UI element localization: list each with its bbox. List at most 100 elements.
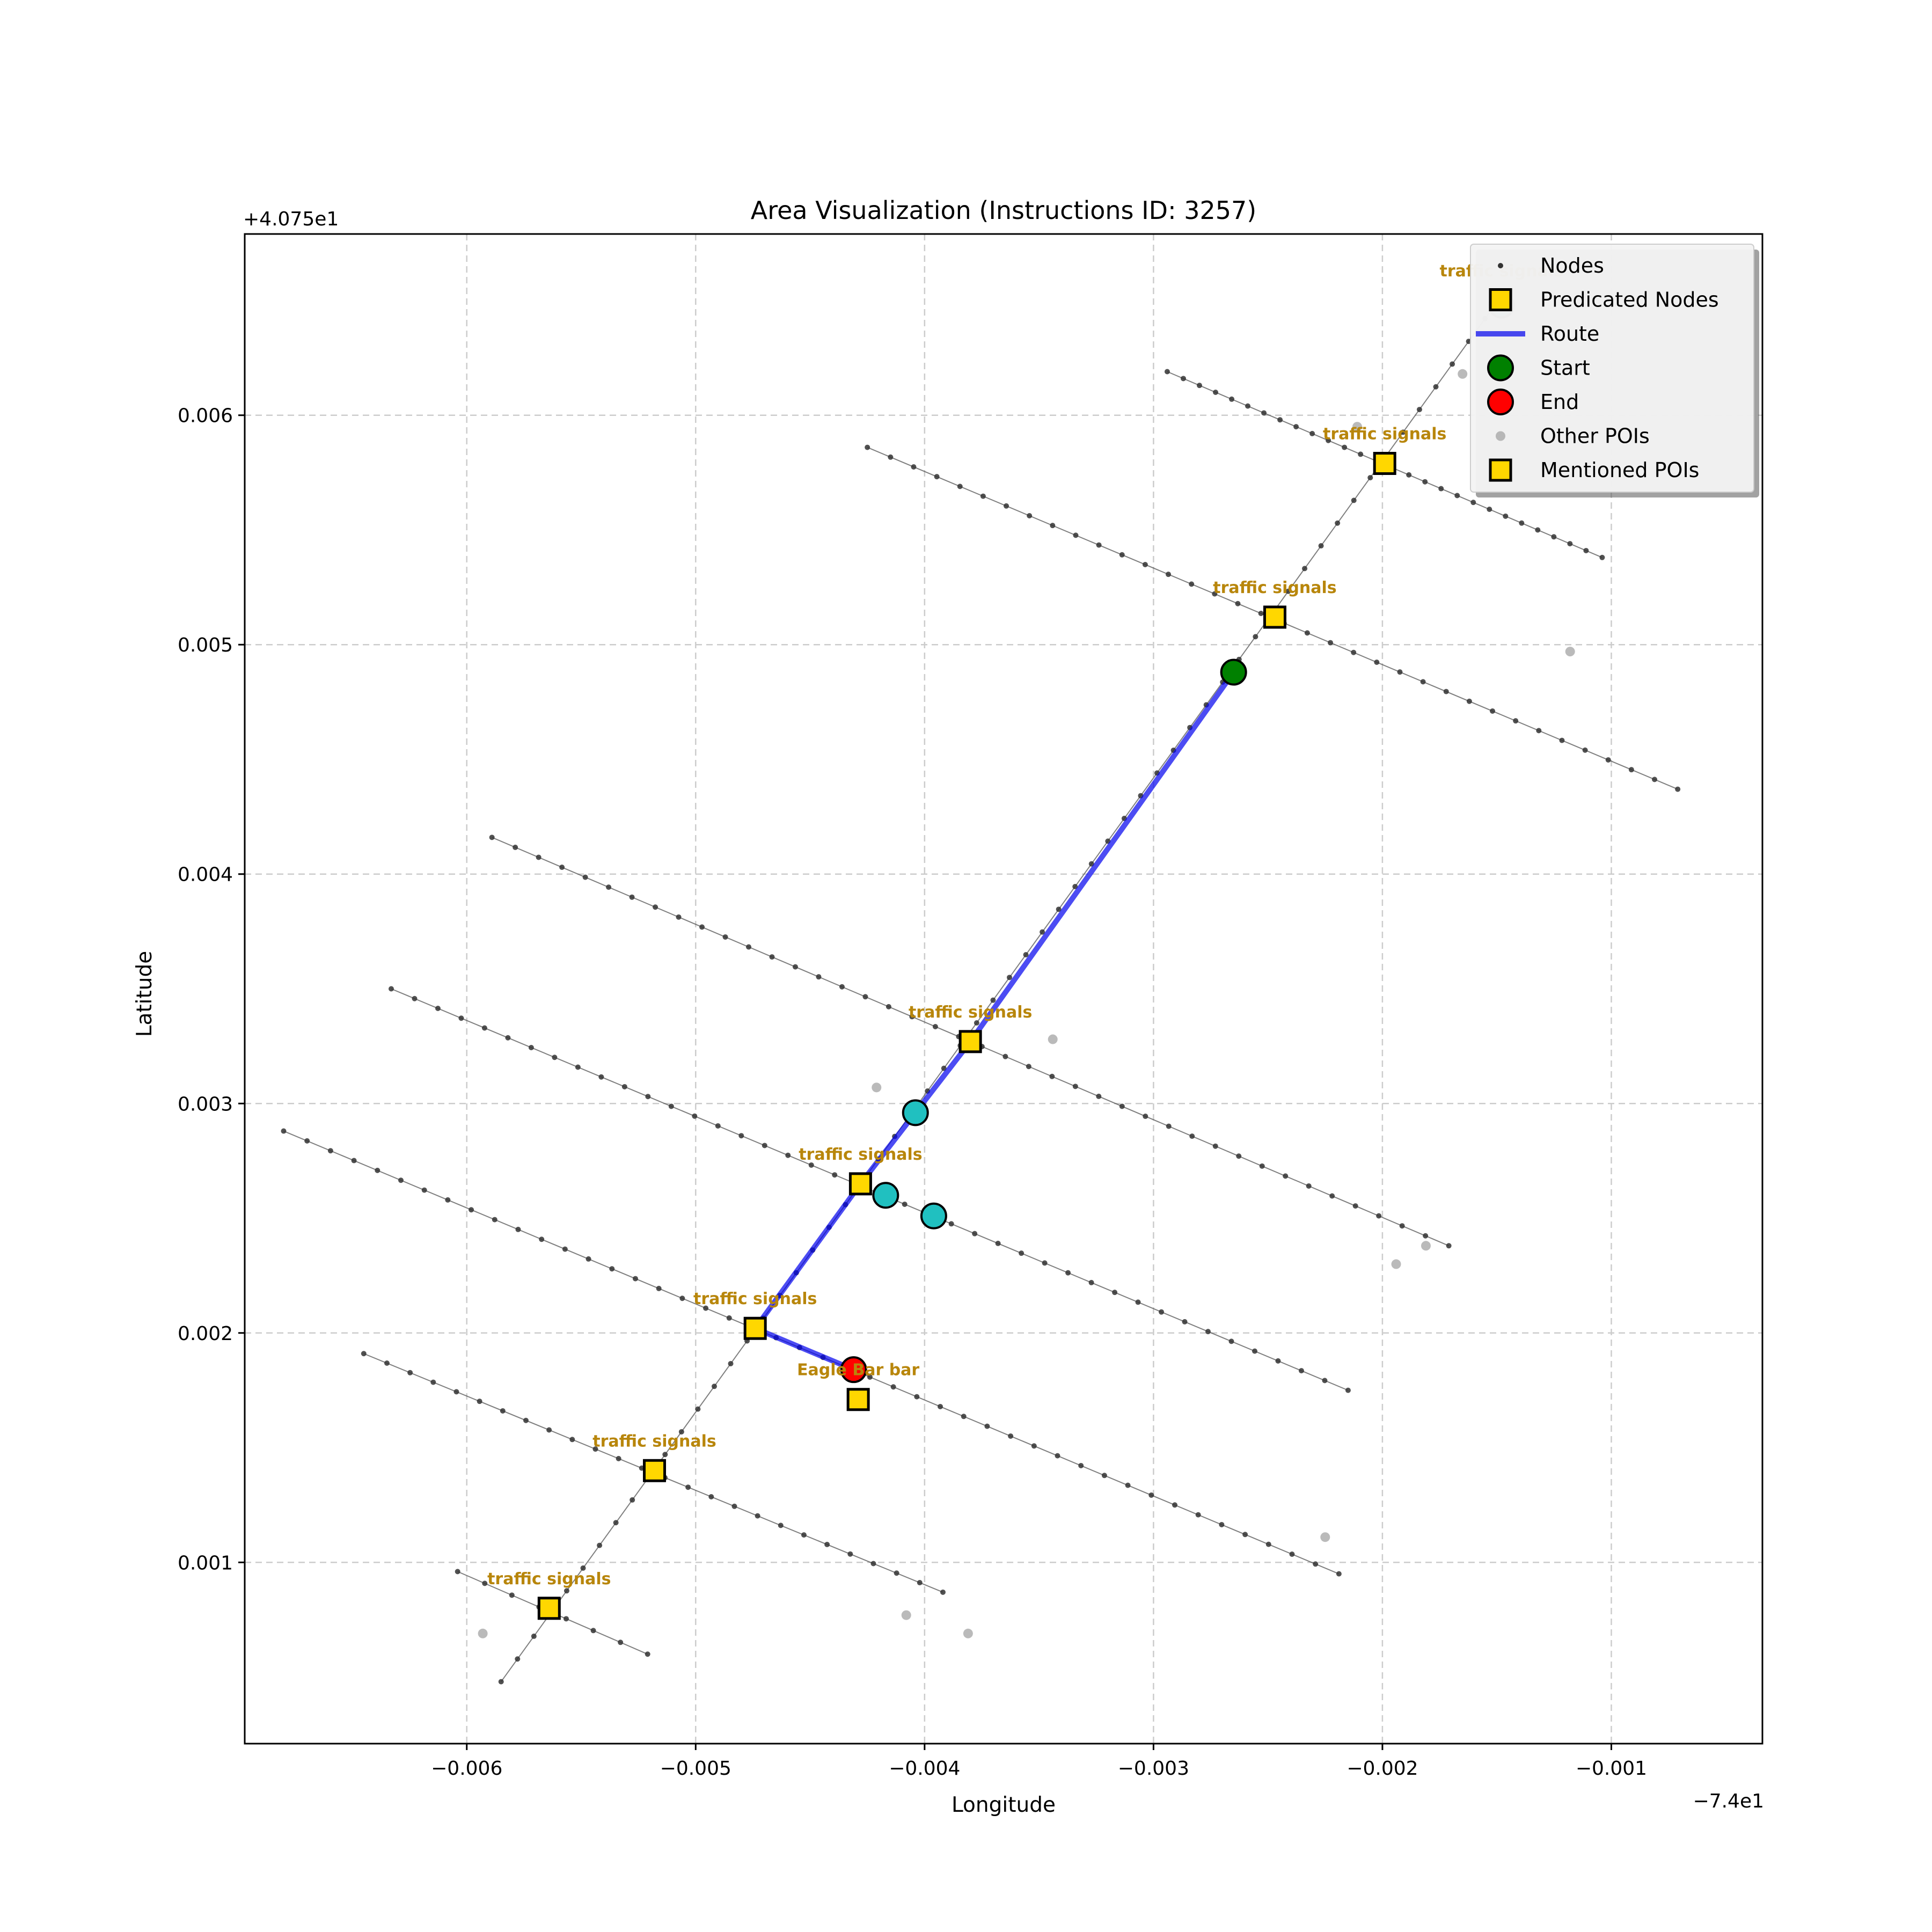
node-dot [917, 1580, 923, 1586]
node-dot [778, 1523, 784, 1528]
node-dot [645, 1651, 650, 1657]
node-dot [606, 884, 612, 890]
node-dot [801, 1532, 807, 1538]
node-dot [1065, 1270, 1071, 1276]
node-dot [546, 1427, 552, 1433]
node-dot [865, 444, 870, 450]
node-dot [1261, 410, 1267, 416]
other-poi-dot [478, 1628, 488, 1638]
mentioned-poi-label: traffic signals [693, 1290, 817, 1308]
node-dot [1050, 523, 1056, 529]
node-dot [598, 1074, 604, 1080]
node-dot [1519, 520, 1525, 526]
node-dot [1399, 1223, 1405, 1229]
node-dot [361, 1351, 367, 1357]
node-dot [1119, 1103, 1125, 1109]
node-dot [1322, 1378, 1328, 1384]
node-dot [1135, 1299, 1141, 1305]
node-dot [1329, 1193, 1335, 1199]
node-dot [808, 1162, 814, 1168]
node-dot [1042, 1260, 1048, 1266]
node-dot [563, 1616, 569, 1622]
node-dot [458, 1015, 464, 1021]
node-dot [564, 1588, 569, 1594]
x-tick-label: −0.003 [1118, 1758, 1189, 1780]
plot-frame [244, 233, 1763, 1745]
other-poi-dot [1565, 647, 1575, 657]
x-axis-label: Longitude [952, 1793, 1056, 1817]
node-dot [728, 1360, 734, 1366]
node-dot [653, 904, 658, 910]
node-dot [792, 964, 798, 970]
node-dot [1056, 906, 1062, 912]
node-dot [492, 1217, 497, 1223]
node-dot [1490, 708, 1496, 714]
legend-label: End [1540, 390, 1579, 414]
node-dot [699, 924, 705, 930]
node-dot [703, 1305, 709, 1311]
node-dot [590, 1628, 596, 1634]
node-dot [1096, 1093, 1102, 1099]
node-dot [1049, 1073, 1055, 1079]
node-dot [1182, 1319, 1188, 1324]
node-dot [715, 1123, 721, 1129]
node-dot [1302, 566, 1308, 572]
node-dot [1487, 507, 1492, 513]
node-dot [1212, 591, 1218, 597]
mentioned-poi-marker [537, 1597, 561, 1620]
node-dot [974, 1020, 979, 1026]
node-dot [455, 1569, 460, 1575]
node-dot [477, 1399, 482, 1404]
node-dot [575, 1064, 581, 1070]
node-dot [1422, 479, 1428, 485]
node-dot [1265, 1541, 1271, 1547]
node-dot [862, 994, 868, 1000]
mentioned-poi-marker [958, 1030, 982, 1053]
node-dot [281, 1128, 287, 1134]
node-dot [1454, 493, 1460, 499]
node-dot [1599, 554, 1605, 560]
mentioned-poi-label: traffic signals [1323, 425, 1446, 444]
start-marker [1220, 658, 1247, 686]
legend: Nodes Predicated Nodes Route Start End Other … [1470, 244, 1759, 497]
node-dot [1073, 532, 1079, 538]
other-poi-dot [1352, 422, 1363, 432]
other-poi-dot [872, 1082, 882, 1093]
legend-label: Predicated Nodes [1540, 288, 1719, 312]
node-dot [1374, 659, 1380, 665]
node-dot [731, 1503, 737, 1509]
node-dot [785, 1152, 791, 1158]
node-dot [500, 1408, 506, 1414]
node-dot [1275, 1358, 1281, 1364]
node-dot [469, 1207, 474, 1213]
node-dot [1096, 542, 1102, 548]
node-dot [498, 1679, 504, 1685]
node-dot [656, 1285, 662, 1291]
node-dot [961, 1414, 967, 1419]
node-dot [559, 865, 565, 870]
mentioned-poi-marker [743, 1316, 767, 1340]
other-poi-dot [1391, 1259, 1401, 1269]
node-dot [1205, 1329, 1211, 1335]
node-dot [890, 1384, 896, 1390]
node-dot [1229, 396, 1235, 402]
node-dot [938, 1403, 943, 1409]
node-dot [1351, 649, 1357, 655]
node-dot [586, 1256, 591, 1262]
y-offset-label: +4.075e1 [243, 208, 339, 230]
mentioned-poi-marker [643, 1459, 667, 1482]
node-dot [679, 1296, 685, 1301]
chart-title: Area Visualization (Instructions ID: 325… [751, 196, 1257, 225]
node-dot [327, 1148, 333, 1154]
node-dot [1002, 1053, 1008, 1059]
node-dot [746, 944, 752, 950]
node-dot [676, 914, 682, 920]
node-dot [984, 1423, 990, 1429]
node-dot [940, 1589, 946, 1595]
node-dot [528, 1044, 534, 1050]
node-dot [1189, 581, 1195, 587]
node-dot [934, 474, 940, 480]
node-dot [1252, 1348, 1258, 1354]
node-dot [375, 1167, 380, 1173]
